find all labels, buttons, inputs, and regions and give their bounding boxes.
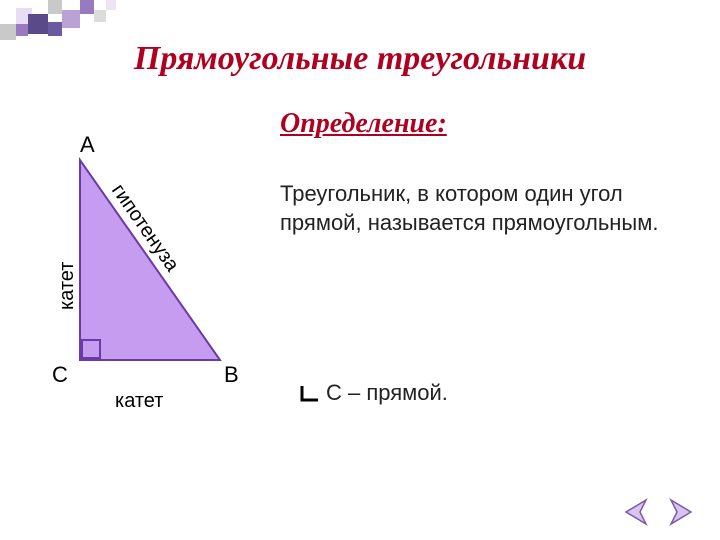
corner-decor [0, 0, 130, 40]
vertex-label-b: В [224, 362, 239, 388]
angle-statement-text: С – прямой. [326, 380, 448, 405]
nav-prev-button[interactable] [620, 496, 652, 528]
angle-statement: С – прямой. [300, 380, 448, 408]
triangle-figure: А С В катет катет гипотенуза [60, 150, 220, 370]
side-label-leg-vertical: катет [56, 262, 79, 310]
page-title: Прямоугольные треугольники [0, 40, 720, 78]
angle-icon [300, 382, 320, 408]
vertex-label-a: А [80, 132, 95, 158]
side-label-leg-bottom: катет [115, 390, 163, 413]
vertex-label-c: С [52, 362, 68, 388]
definition-text: Треугольник, в котором один угол прямой,… [280, 180, 660, 237]
nav-next-button[interactable] [665, 496, 697, 528]
definition-heading: Определение: [280, 108, 447, 140]
